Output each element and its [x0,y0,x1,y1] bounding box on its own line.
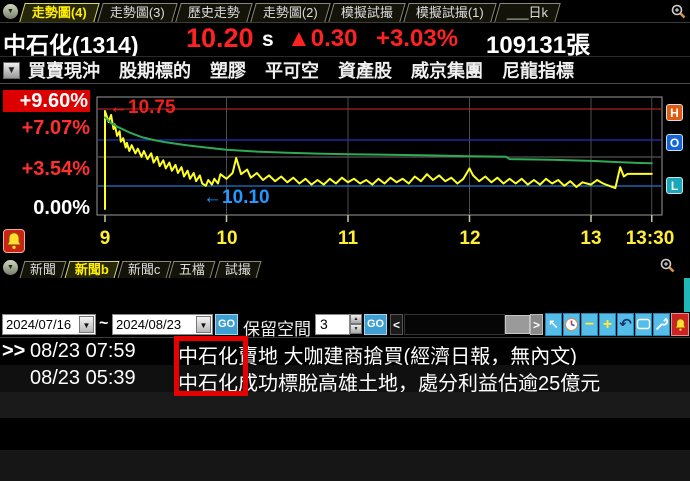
empty-list-row [0,418,690,450]
low-marker-button[interactable]: L [666,177,683,194]
date-from-value: 2024/07/16 [6,317,72,332]
news-zoom-in-icon[interactable] [659,257,676,279]
empty-list-row [0,392,690,418]
scroll-left-button[interactable]: < [390,314,403,335]
clock-icon[interactable] [563,313,580,336]
tab-history-trend[interactable]: 歷史走勢 [175,3,253,22]
y-axis-label-upper: +7.07% [21,117,90,139]
price-change-percent: +3.03% [376,25,459,52]
news-row-2[interactable]: 08/23 05:39 中石化成功標脫高雄土地，處分利益估逾25億元 [0,365,690,395]
empty-list-row [0,450,690,481]
alarm-bell-button-icon[interactable] [671,313,689,336]
open-marker-button[interactable]: O [666,134,683,151]
date-to-dropdown-icon[interactable]: ▼ [196,316,211,333]
news-time: 08/23 07:59 [30,340,136,362]
total-volume: 109131張 [486,32,591,59]
menu-item-daytrade[interactable]: 買賣現沖 [28,61,100,81]
menu-dropdown-icon[interactable]: ▼ [3,61,20,79]
tab-trend-chart-2[interactable]: 走勢圖(2) [250,3,331,22]
y-axis-label-mid: +3.54% [21,158,90,180]
category-menu-bar: ▼ 買賣現沖 股期標的 塑膠 平可空 資產股 威京集團 尼龍指標 [0,56,690,84]
tab-sim-match-1[interactable]: 模擬試撮(1) [402,3,497,22]
fit-frame-icon[interactable] [635,313,652,336]
tab-trend-chart-4[interactable]: 走勢圖(4) [19,3,100,22]
tab-trend-chart-3[interactable]: 走勢圖(3) [97,3,178,22]
x-tick-13: 13 [580,228,602,249]
high-price-annotation: ←10.75 [109,97,176,118]
keep-space-label: 保留空間 [243,320,311,339]
settings-wrench-icon[interactable] [653,313,670,336]
quote-header: 中石化(1314) 10.20 s ▲0.30 +3.03% 109131張 [0,23,690,59]
x-tick-12: 12 [459,228,481,249]
intraday-chart-panel: +9.60% +7.07% +3.54% 0.00% ←10.75 ←10.10… [0,84,690,257]
price-change: ▲0.30 [287,25,358,52]
date-from-combobox[interactable]: 2024/07/16 ▼ [2,314,96,335]
menu-item-asset-stocks[interactable]: 資產股 [338,61,392,81]
keep-space-stepper[interactable]: ▲ ▼ [350,314,362,335]
x-tick-10: 10 [216,228,238,249]
news-toolbar: 2024/07/16 ▼ ~ 2024/08/23 ▼ GO 保留空間 3 ▲ … [0,312,690,339]
stepper-down-icon[interactable]: ▼ [350,324,362,334]
chart-tab-bar: ▼ 走勢圖(4) 走勢圖(3) 歷史走勢 走勢圖(2) 模擬試撮 模擬試撮(1)… [0,0,690,23]
right-edge-divider[interactable] [684,88,690,481]
stepper-up-icon[interactable]: ▲ [350,314,362,324]
menu-item-stock-futures[interactable]: 股期標的 [119,61,191,81]
tab-trial-match[interactable]: 試撮 [214,261,261,278]
x-tick-1330: 13:30 [625,228,675,249]
pointer-tool-icon[interactable]: ↖ [545,313,562,336]
alert-bell-icon[interactable] [3,229,25,253]
low-price-annotation: ←10.10 [203,187,270,208]
news-tab-menu-circle-icon[interactable]: ▼ [3,260,18,275]
last-price: 10.20 [186,23,254,53]
date-to-value: 2024/08/23 [116,317,182,332]
scrollbar-thumb[interactable] [505,315,530,334]
menu-item-pingkekong[interactable]: 平可空 [265,61,319,81]
price-chart-canvas [96,96,663,222]
tab-five-levels[interactable]: 五檔 [169,261,216,278]
menu-item-nylon-index[interactable]: 尼龍指標 [502,61,574,81]
zoom-in-icon[interactable] [670,3,687,25]
zoom-out-minus-icon[interactable]: − [581,313,598,336]
news-row-1[interactable]: >> 08/23 07:59 中石化賣地 大咖建商搶買(經濟日報，無內文) [0,338,690,368]
keep-space-go-button[interactable]: GO [364,314,387,335]
date-go-button[interactable]: GO [215,314,238,335]
zoom-in-plus-icon[interactable]: + [599,313,616,336]
keep-space-input[interactable]: 3 [315,314,350,335]
tab-sim-match[interactable]: 模擬試撮 [327,3,406,22]
scroll-right-button[interactable]: > [530,314,543,335]
news-title: 中石化成功標脫高雄土地，處分利益估逾25億元 [178,373,601,395]
selected-row-marker: >> [2,340,26,362]
menu-item-plastics[interactable]: 塑膠 [210,61,246,81]
stock-name: 中石化(1314) [3,32,139,58]
tab-news-b[interactable]: 新聞b [64,261,120,278]
menu-item-weijing-group[interactable]: 威京集團 [411,61,483,81]
x-tick-9: 9 [99,228,111,249]
y-axis-label-zero: 0.00% [33,197,90,219]
tab-news[interactable]: 新聞 [19,261,67,278]
tab-menu-circle-icon[interactable]: ▼ [3,4,18,19]
keyword-highlight-box [174,336,248,396]
tab-daily-k[interactable]: ___日k [493,3,561,22]
tab-news-c[interactable]: 新聞c [117,261,171,278]
scrollbar-track[interactable] [404,314,505,335]
news-time: 08/23 05:39 [30,367,136,389]
x-tick-11: 11 [337,228,359,249]
date-from-dropdown-icon[interactable]: ▼ [79,316,94,333]
news-title: 中石化賣地 大咖建商搶買(經濟日報，無內文) [178,346,577,368]
high-marker-button[interactable]: H [666,104,683,121]
date-range-tilde: ~ [99,315,109,332]
news-tab-bar: ▼ 新聞 新聞b 新聞c 五檔 試撮 [0,257,690,278]
date-to-combobox[interactable]: 2024/08/23 ▼ [112,314,213,335]
y-axis-label-max: +9.60% [3,90,90,112]
undo-icon[interactable]: ↶ [617,313,634,336]
trade-flag: s [262,28,274,51]
